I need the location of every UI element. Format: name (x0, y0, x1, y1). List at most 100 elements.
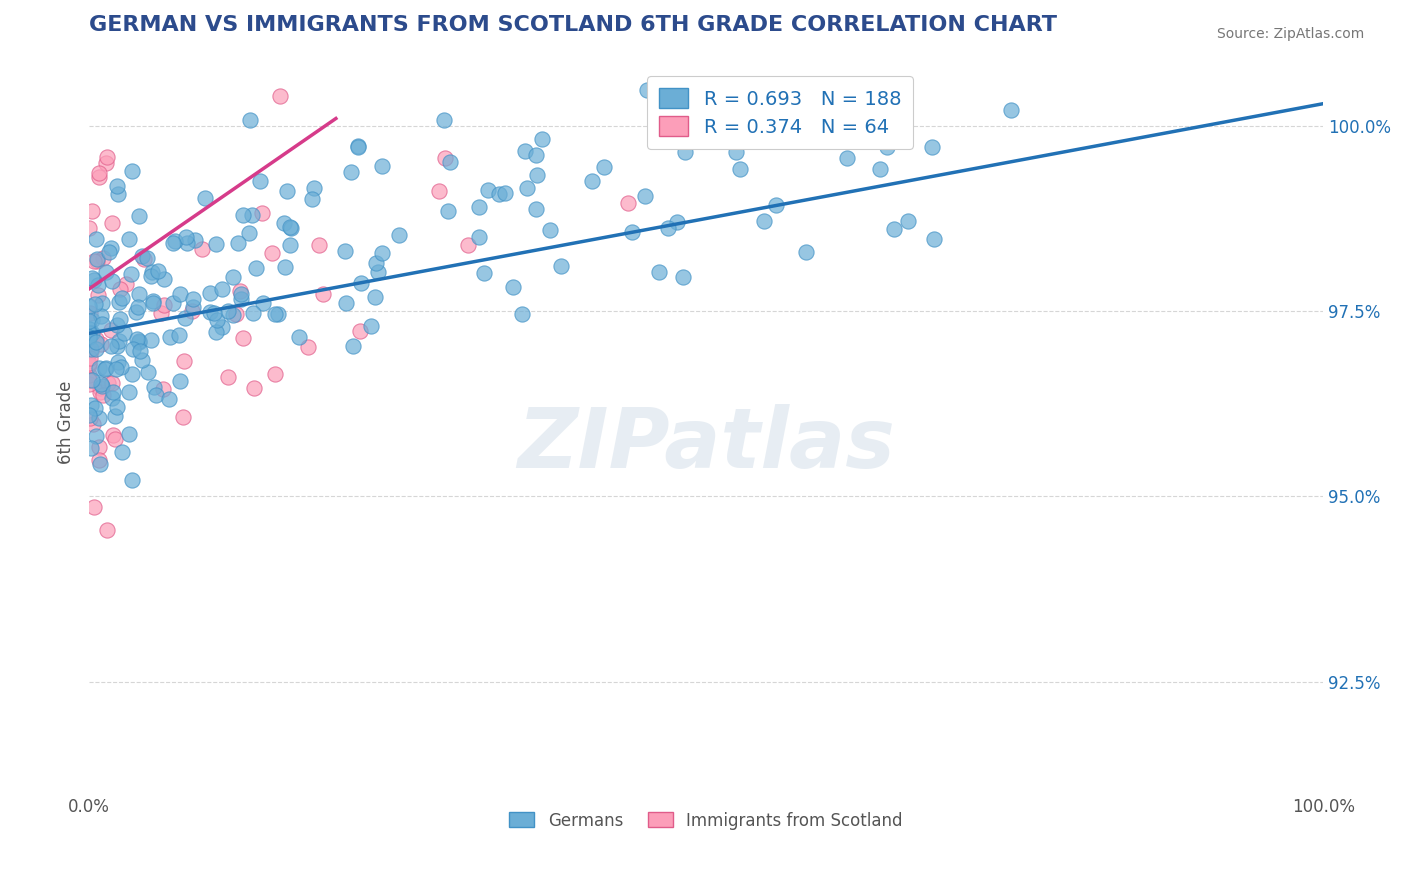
Point (100, 339, 122, 353)
Point (159, 330, 181, 344)
Point (82, 417, 104, 431)
Point (657, 220, 679, 235)
Point (273, 216, 295, 230)
Point (87, 288, 110, 302)
Point (94, 362, 117, 376)
Point (794, 245, 817, 260)
Point (127, 332, 149, 346)
Point (104, 432, 127, 446)
Point (86, 428, 108, 442)
Point (194, 191, 217, 205)
Point (162, 235, 184, 250)
Point (84, 343, 107, 357)
Point (128, 334, 150, 349)
Point (225, 307, 247, 321)
Point (264, 368, 287, 382)
Point (276, 184, 298, 198)
Point (90, 376, 112, 391)
Point (83, 500, 105, 514)
Point (202, 306, 225, 320)
Point (897, 214, 920, 228)
Point (180, 304, 202, 318)
Point (472, 266, 495, 280)
Point (96, 155, 118, 169)
Point (97, 376, 120, 391)
Point (211, 282, 233, 296)
Point (80, 373, 103, 387)
Point (269, 89, 291, 103)
Point (538, 223, 561, 237)
Point (129, 343, 152, 358)
Point (90, 337, 112, 351)
Point (89, 381, 111, 395)
Point (105, 178, 128, 193)
Point (266, 307, 288, 321)
Point (128, 287, 150, 301)
Point (101, 392, 124, 406)
Point (672, 269, 695, 284)
Point (121, 164, 143, 178)
Point (79, 410, 101, 425)
Point (673, 145, 696, 159)
Point (131, 353, 153, 368)
Point (468, 200, 491, 214)
Point (728, 162, 751, 177)
Point (347, 140, 370, 154)
Point (526, 202, 548, 217)
Point (278, 238, 301, 252)
Point (174, 310, 197, 325)
Point (364, 256, 387, 270)
Point (232, 208, 254, 222)
Point (304, 181, 326, 195)
Point (312, 287, 335, 301)
Point (84, 334, 107, 349)
Point (100, 242, 122, 256)
Text: Source: ZipAtlas.com: Source: ZipAtlas.com (1216, 27, 1364, 41)
Point (648, 265, 671, 279)
Point (724, 145, 747, 160)
Point (765, 198, 787, 212)
Point (105, 339, 128, 353)
Point (149, 306, 172, 320)
Point (211, 320, 233, 334)
Point (278, 220, 301, 235)
Point (204, 236, 226, 251)
Point (249, 174, 271, 188)
Point (128, 334, 150, 348)
Point (111, 291, 134, 305)
Point (108, 334, 131, 348)
Point (350, 276, 373, 290)
Point (360, 319, 382, 334)
Point (94, 361, 117, 376)
Point (87, 410, 110, 425)
Point (117, 427, 139, 442)
Point (869, 162, 891, 177)
Point (754, 214, 776, 228)
Point (105, 318, 128, 332)
Point (297, 340, 319, 354)
Text: GERMAN VS IMMIGRANTS FROM SCOTLAND 6TH GRADE CORRELATION CHART: GERMAN VS IMMIGRANTS FROM SCOTLAND 6TH G… (89, 15, 1057, 35)
Point (89, 457, 111, 471)
Point (77, 322, 100, 336)
Point (488, 187, 510, 202)
Point (77, 408, 100, 422)
Point (250, 206, 273, 220)
Point (118, 384, 141, 399)
Point (524, 148, 547, 162)
Legend: Germans, Immigrants from Scotland: Germans, Immigrants from Scotland (503, 805, 910, 836)
Point (238, 227, 260, 241)
Point (433, 112, 456, 127)
Point (79, 351, 101, 366)
Point (111, 445, 134, 459)
Point (200, 304, 222, 318)
Point (181, 300, 204, 314)
Point (79, 331, 101, 345)
Point (84, 232, 107, 246)
Point (104, 362, 127, 376)
Point (136, 365, 159, 379)
Point (665, 214, 688, 228)
Point (107, 354, 129, 368)
Point (226, 236, 249, 251)
Point (77, 299, 100, 313)
Text: ZIPatlas: ZIPatlas (517, 404, 896, 485)
